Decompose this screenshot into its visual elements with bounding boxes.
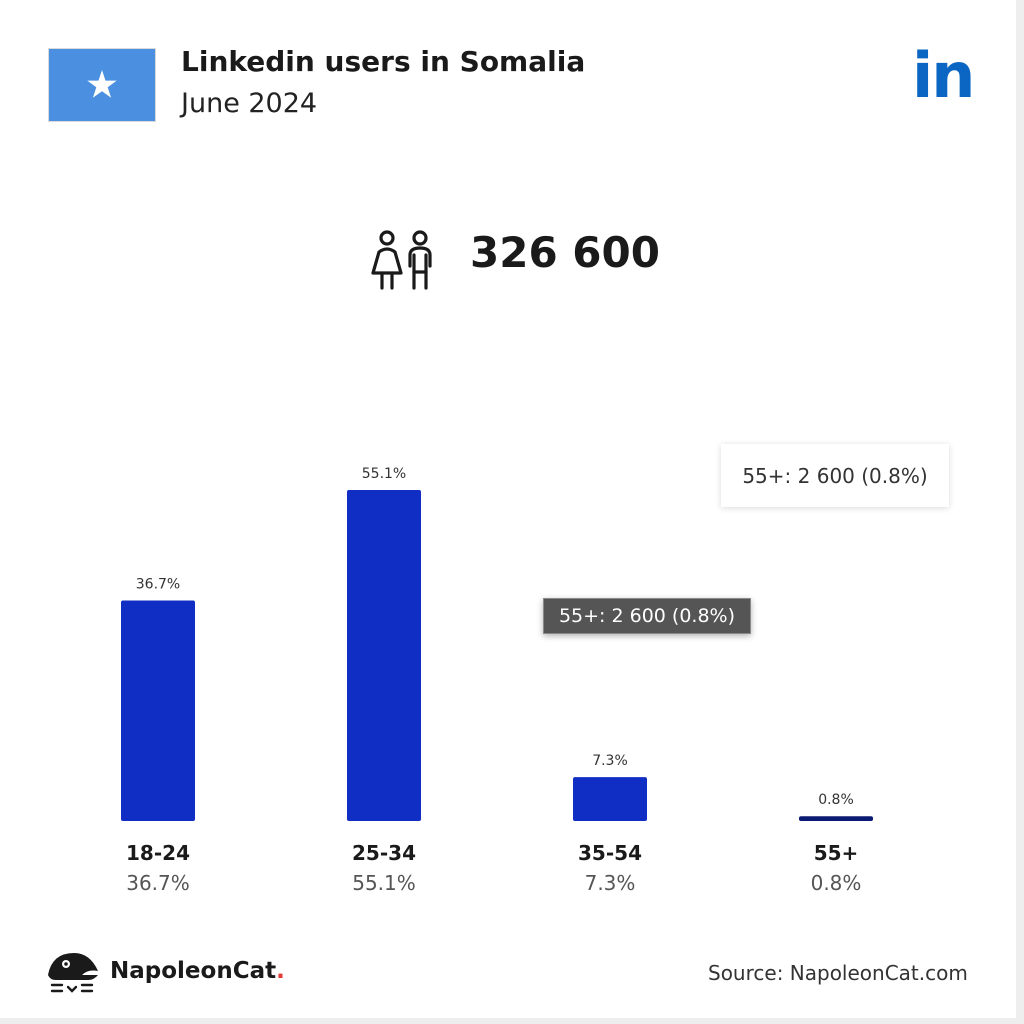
- brand-name: NapoleonCat.: [110, 958, 285, 984]
- linkedin-logo: in: [912, 39, 975, 112]
- bar-value-label: 36.7%: [136, 577, 180, 593]
- bar-55+[interactable]: [799, 816, 873, 821]
- bar-35-54[interactable]: [573, 777, 647, 821]
- brand-text: NapoleonCat: [110, 958, 277, 984]
- category-percent: 36.7%: [126, 871, 190, 895]
- category-percent: 7.3%: [585, 871, 636, 895]
- category-label: 55+: [814, 841, 859, 865]
- bar-value-label: 55.1%: [362, 466, 406, 482]
- bar-value-label: 7.3%: [592, 753, 628, 769]
- bar-18-24[interactable]: [121, 600, 195, 821]
- tooltip-dark: 55+: 2 600 (0.8%): [543, 598, 751, 634]
- source-credit: Source: NapoleonCat.com: [708, 961, 968, 985]
- category-percent: 0.8%: [811, 871, 862, 895]
- category-label: 35-54: [578, 841, 642, 865]
- category-percent: 55.1%: [352, 871, 416, 895]
- total-users: 326 600: [470, 228, 660, 277]
- bar-value-label: 0.8%: [818, 792, 854, 808]
- star-icon: [87, 70, 117, 98]
- tooltip-light: 55+: 2 600 (0.8%): [721, 444, 949, 507]
- users-icon: [371, 230, 432, 290]
- somalia-flag: [48, 48, 156, 122]
- bar-25-34[interactable]: [347, 490, 421, 821]
- category-label: 18-24: [126, 841, 190, 865]
- category-label: 25-34: [352, 841, 416, 865]
- page-subtitle: June 2024: [181, 88, 318, 119]
- napoleoncat-logo-icon: [48, 953, 98, 993]
- brand-dot: .: [276, 958, 285, 984]
- page-title: Linkedin users in Somalia: [181, 45, 586, 78]
- age-bar-chart: 36.7% 18-24 36.7% 55.1% 25-34 55.1% 7.3% 35-54 7…: [121, 466, 873, 895]
